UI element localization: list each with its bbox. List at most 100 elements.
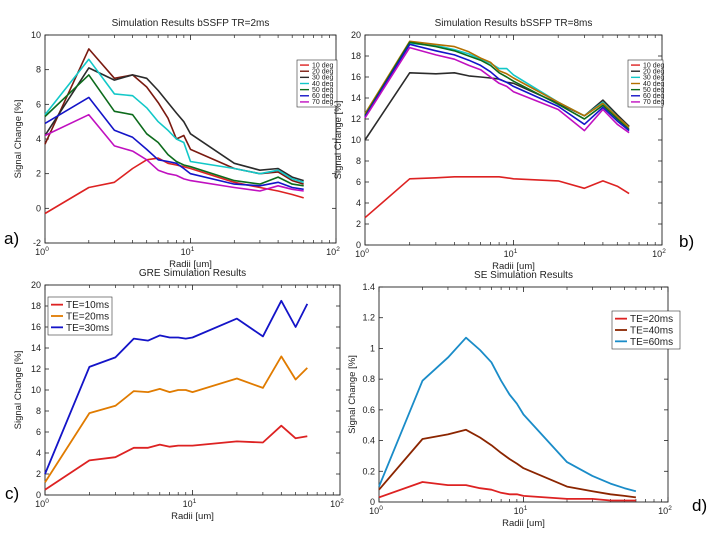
- legend-label: TE=40ms: [630, 326, 673, 337]
- x-tick-label: 102: [326, 246, 340, 257]
- legend-label: 30 deg: [312, 75, 334, 82]
- y-tick-label: 0.4: [362, 436, 375, 446]
- y-tick-label: 4: [36, 448, 41, 458]
- y-tick-label: 20: [351, 30, 361, 40]
- legend-label: TE=60ms: [630, 337, 673, 348]
- series-line: [378, 481, 636, 502]
- x-axis-label: Radii [um]: [492, 261, 535, 272]
- panel-label: c): [5, 484, 19, 503]
- x-tick-label: 100: [35, 246, 49, 257]
- x-tick-label: 100: [355, 248, 369, 259]
- y-tick-label: -2: [33, 238, 41, 248]
- legend-label: 70 deg: [312, 99, 334, 106]
- y-tick-label: 0.2: [362, 466, 375, 476]
- legend-label: 10 deg: [312, 62, 334, 69]
- panel-a-bssfp-tr2: 100 101 102 -2 0 2 4 6 8 10 Simulation Results bSS…: [4, 18, 340, 270]
- y-tick-label: 8: [36, 406, 41, 416]
- x-tick-label: 101: [514, 505, 528, 516]
- legend-label: 20 deg: [312, 69, 334, 76]
- y-tick-label: 10: [31, 385, 41, 395]
- panel-label: d): [692, 496, 707, 515]
- legend-label: 10 deg: [643, 62, 665, 69]
- y-tick-label: 1.2: [362, 313, 375, 323]
- y-tick-label: 10: [351, 135, 361, 145]
- y-tick-label: 14: [31, 343, 41, 353]
- y-tick-label: 12: [351, 114, 361, 124]
- y-tick-label: 8: [36, 65, 41, 75]
- panel-label: a): [4, 229, 19, 248]
- y-tick-label: 4: [356, 198, 361, 208]
- y-tick-label: 10: [31, 30, 41, 40]
- y-tick-label: 0.8: [362, 374, 375, 384]
- legend-label: 30 deg: [643, 75, 665, 82]
- x-axis-label: Radii [um]: [169, 259, 212, 270]
- legend-label: 20 deg: [643, 69, 665, 76]
- x-tick-label: 100: [369, 505, 383, 516]
- y-tick-label: 6: [36, 99, 41, 109]
- y-axis-label: Signal Change [%]: [13, 100, 24, 179]
- legend-label: 70 deg: [643, 99, 665, 106]
- legend-label: 60 deg: [643, 93, 665, 100]
- series-line: [364, 40, 630, 128]
- y-tick-label: 18: [31, 301, 41, 311]
- x-tick-label: 102: [330, 498, 344, 509]
- legend-label: 50 deg: [312, 87, 334, 94]
- legend-label: TE=20ms: [630, 314, 673, 325]
- legend-label: TE=20ms: [66, 312, 109, 323]
- legend-label: 40 deg: [643, 81, 665, 88]
- series-line: [44, 157, 304, 215]
- y-tick-label: 0: [36, 203, 41, 213]
- y-tick-label: 14: [351, 93, 361, 103]
- series-line: [364, 46, 630, 134]
- x-tick-label: 101: [183, 498, 197, 509]
- y-tick-label: 2: [356, 219, 361, 229]
- y-tick-label: 6: [356, 177, 361, 187]
- y-tick-label: 16: [31, 322, 41, 332]
- legend-label: TE=10ms: [66, 300, 109, 311]
- y-tick-label: 1.4: [362, 282, 375, 292]
- series-line: [44, 58, 304, 184]
- y-tick-label: 16: [351, 72, 361, 82]
- y-tick-label: 0: [370, 497, 375, 507]
- panel-c-gre: 100 101 102 0 2 4 6 8 10 12 14 16 18 20 GRE Simulation…: [5, 268, 344, 522]
- x-tick-label: 102: [652, 248, 666, 259]
- y-tick-label: 0: [36, 490, 41, 500]
- x-axis-label: Radii [um]: [502, 518, 545, 529]
- x-tick-label: 101: [504, 248, 518, 259]
- panel-b-bssfp-tr8: 100 101 102 0 2 4 6 8 10 12 14 16 18 20 Simulation Res…: [333, 18, 694, 272]
- series-line: [44, 424, 308, 491]
- y-axis-label: Signal Change [%]: [347, 355, 358, 434]
- y-tick-label: 1: [370, 343, 375, 353]
- chart-title: GRE Simulation Results: [139, 268, 246, 279]
- legend-label: 40 deg: [312, 81, 334, 88]
- y-tick-label: 0: [356, 240, 361, 250]
- series-line: [44, 96, 304, 191]
- chart-title: Simulation Results bSSFP TR=8ms: [435, 18, 593, 29]
- series-line: [44, 74, 304, 187]
- x-tick-label: 101: [181, 246, 195, 257]
- series-line: [378, 428, 637, 499]
- panel-d-se: 100 101 102 0 0.2 0.4 0.6 0.8 1 1.2 1.4 SE Simulati…: [347, 270, 707, 529]
- y-axis-label: Signal Change [%]: [13, 351, 24, 430]
- y-tick-label: 4: [36, 134, 41, 144]
- x-tick-label: 100: [35, 498, 49, 509]
- panel-label: b): [679, 232, 694, 251]
- y-tick-label: 6: [36, 427, 41, 437]
- plot-frame: [364, 34, 663, 246]
- y-tick-label: 12: [31, 364, 41, 374]
- series-line: [44, 355, 308, 483]
- y-tick-label: 8: [356, 156, 361, 166]
- series-line: [364, 43, 630, 132]
- legend-label: TE=30ms: [66, 323, 109, 334]
- plot-frame: [44, 34, 337, 244]
- series-line: [44, 67, 304, 182]
- y-tick-label: 2: [36, 469, 41, 479]
- y-tick-label: 20: [31, 280, 41, 290]
- y-axis-label: Signal Change [%]: [333, 101, 344, 180]
- series-line: [44, 299, 309, 475]
- series-line: [364, 41, 630, 131]
- series-line: [378, 336, 637, 493]
- y-tick-label: 18: [351, 51, 361, 61]
- x-tick-label: 102: [658, 505, 672, 516]
